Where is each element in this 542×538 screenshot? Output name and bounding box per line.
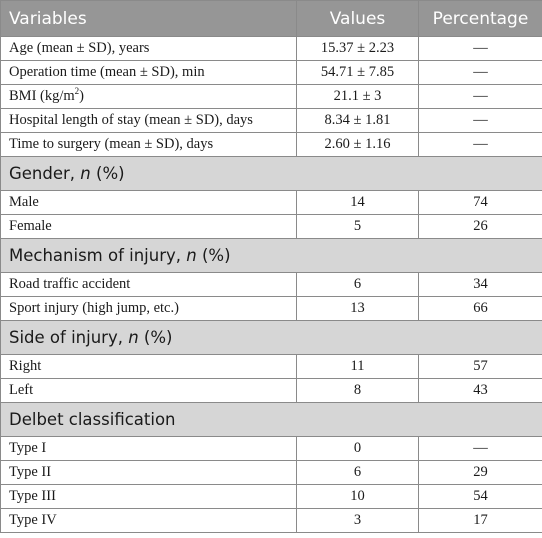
row-value: 54.71 ± 7.85 xyxy=(296,60,419,85)
table-row: Left 8 43 xyxy=(0,378,542,403)
row-label: Type IV xyxy=(0,508,297,533)
row-label: Type III xyxy=(0,484,297,509)
row-percentage: 26 xyxy=(418,214,542,239)
row-percentage: — xyxy=(418,84,542,109)
table-row: Age (mean ± SD), years 15.37 ± 2.23 — xyxy=(0,36,542,61)
table-row: Right 11 57 xyxy=(0,354,542,379)
row-percentage: 54 xyxy=(418,484,542,509)
row-value: 10 xyxy=(296,484,419,509)
row-percentage: — xyxy=(418,108,542,133)
header-percentage: Percentage xyxy=(418,0,542,37)
row-value: 6 xyxy=(296,460,419,485)
row-label: Sport injury (high jump, etc.) xyxy=(0,296,297,321)
table-row: Type IV 3 17 xyxy=(0,508,542,533)
row-label: Type II xyxy=(0,460,297,485)
row-value: 21.1 ± 3 xyxy=(296,84,419,109)
row-value: 15.37 ± 2.23 xyxy=(296,36,419,61)
row-value: 8.34 ± 1.81 xyxy=(296,108,419,133)
row-label: Type I xyxy=(0,436,297,461)
section-title-suffix: (%) xyxy=(138,328,173,347)
section-title-n: n xyxy=(128,328,139,347)
table-row: BMI (kg/m2) 21.1 ± 3 — xyxy=(0,84,542,109)
section-title: Delbet classification xyxy=(0,402,542,437)
row-label: Age (mean ± SD), years xyxy=(0,36,297,61)
row-value: 3 xyxy=(296,508,419,533)
row-label: Left xyxy=(0,378,297,403)
bmi-label-close: ) xyxy=(79,88,84,104)
row-label: Female xyxy=(0,214,297,239)
section-title-suffix: (%) xyxy=(196,246,231,265)
table-row: Female 5 26 xyxy=(0,214,542,239)
bmi-label-superscript: 2 xyxy=(74,86,80,97)
section-title-text: Side of injury, xyxy=(9,328,129,347)
section-header-delbet: Delbet classification xyxy=(0,402,542,437)
row-percentage: 57 xyxy=(418,354,542,379)
table-row: Time to surgery (mean ± SD), days 2.60 ±… xyxy=(0,132,542,157)
row-percentage: 29 xyxy=(418,460,542,485)
row-percentage: 66 xyxy=(418,296,542,321)
row-value: 2.60 ± 1.16 xyxy=(296,132,419,157)
section-title-text: Gender, xyxy=(9,164,81,183)
row-label: Male xyxy=(0,190,297,215)
row-value: 11 xyxy=(296,354,419,379)
row-percentage: — xyxy=(418,36,542,61)
header-values: Values xyxy=(296,0,419,37)
header-row: Variables Values Percentage xyxy=(0,0,542,37)
row-label: Road traffic accident xyxy=(0,272,297,297)
table-row: Sport injury (high jump, etc.) 13 66 xyxy=(0,296,542,321)
section-header-mechanism: Mechanism of injury, n (%) xyxy=(0,238,542,273)
table-row: Type II 6 29 xyxy=(0,460,542,485)
row-percentage: — xyxy=(418,436,542,461)
row-value: 13 xyxy=(296,296,419,321)
section-title: Mechanism of injury, n (%) xyxy=(0,238,542,273)
bmi-label-text: BMI (kg/m xyxy=(9,88,75,104)
row-value: 5 xyxy=(296,214,419,239)
section-title-n: n xyxy=(186,246,197,265)
row-value: 14 xyxy=(296,190,419,215)
table-row: Hospital length of stay (mean ± SD), day… xyxy=(0,108,542,133)
row-percentage: — xyxy=(418,60,542,85)
row-percentage: 34 xyxy=(418,272,542,297)
row-value: 6 xyxy=(296,272,419,297)
row-label: Hospital length of stay (mean ± SD), day… xyxy=(0,108,297,133)
table-row: Type I 0 — xyxy=(0,436,542,461)
row-percentage: 43 xyxy=(418,378,542,403)
table-row: Operation time (mean ± SD), min 54.71 ± … xyxy=(0,60,542,85)
section-title: Gender, n (%) xyxy=(0,156,542,191)
section-header-gender: Gender, n (%) xyxy=(0,156,542,191)
section-header-side: Side of injury, n (%) xyxy=(0,320,542,355)
row-percentage: 74 xyxy=(418,190,542,215)
table-row: Road traffic accident 6 34 xyxy=(0,272,542,297)
table-row: Male 14 74 xyxy=(0,190,542,215)
section-title: Side of injury, n (%) xyxy=(0,320,542,355)
section-title-suffix: (%) xyxy=(90,164,125,183)
table-row: Type III 10 54 xyxy=(0,484,542,509)
row-label: Right xyxy=(0,354,297,379)
header-variables: Variables xyxy=(0,0,297,37)
row-percentage: 17 xyxy=(418,508,542,533)
section-title-n: n xyxy=(80,164,91,183)
row-percentage: — xyxy=(418,132,542,157)
row-label: BMI (kg/m2) xyxy=(0,84,297,109)
row-value: 8 xyxy=(296,378,419,403)
row-value: 0 xyxy=(296,436,419,461)
section-title-text: Mechanism of injury, xyxy=(9,246,187,265)
row-label: Operation time (mean ± SD), min xyxy=(0,60,297,85)
row-label: Time to surgery (mean ± SD), days xyxy=(0,132,297,157)
